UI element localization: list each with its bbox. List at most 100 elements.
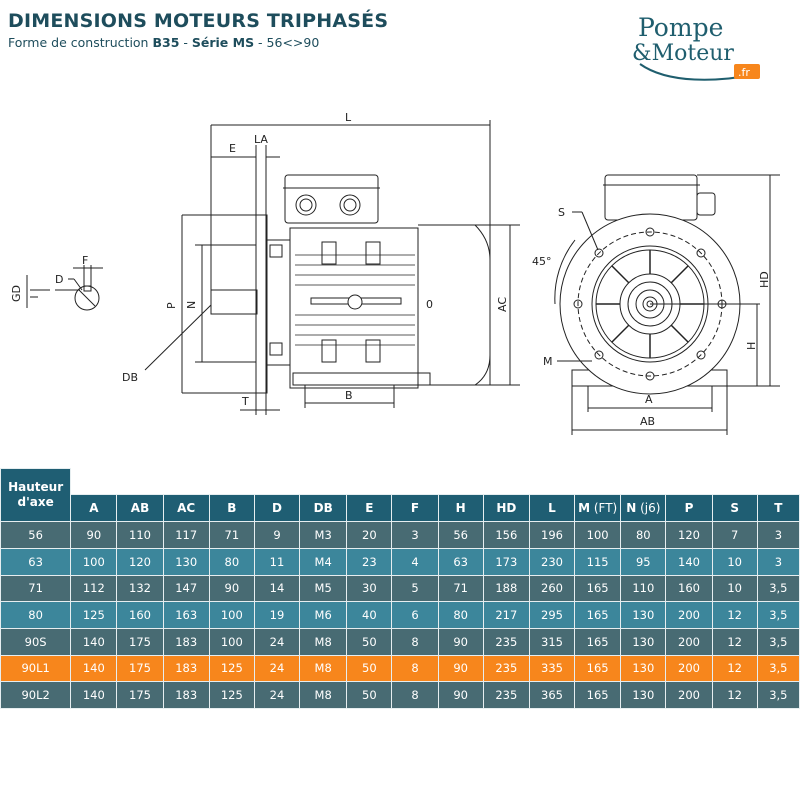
cell-h: 80	[437, 601, 484, 629]
cell-ab: 175	[116, 654, 164, 683]
cell-d: 24	[253, 681, 301, 709]
column-header-main: A	[89, 501, 99, 516]
column-header-sub: (FT)	[590, 501, 618, 516]
label-T: T	[241, 395, 249, 408]
cell-l: 230	[528, 547, 576, 576]
subtitle-prefix: Forme de construction	[8, 35, 153, 50]
label-P: P	[165, 302, 178, 309]
cell-e: 50	[346, 681, 393, 709]
cell-n: 130	[620, 601, 667, 629]
cell-hd: 173	[482, 547, 530, 576]
cell-t: 3,5	[756, 654, 800, 683]
cell-hauteur-axe: 90S	[0, 627, 72, 656]
cell-n: 130	[620, 654, 667, 683]
label-AC: AC	[496, 297, 509, 312]
logo-tld: .fr	[738, 66, 750, 79]
dimensions-table: Hauteur d'axe A AB AC B D DB E F H HD L M (FT) N (j6)…	[0, 467, 800, 709]
cell-db: M8	[299, 627, 348, 656]
cell-p: 200	[665, 627, 713, 656]
table-row: 90L2 140 175 183 125 24 M8 50 8 90 235 365 165 130 200…	[0, 681, 800, 709]
label-angle: 45°	[532, 255, 552, 268]
cell-hauteur-axe: 56	[0, 521, 72, 549]
cell-db: M3	[299, 521, 348, 549]
label-AB: AB	[640, 415, 655, 428]
cell-m: 165	[574, 601, 622, 629]
cell-ab: 120	[116, 547, 164, 576]
cell-p: 200	[665, 681, 713, 709]
cell-n: 130	[620, 681, 667, 709]
column-header-main: L	[548, 501, 556, 516]
table-row: 90S 140 175 183 100 24 M8 50 8 90 235 315 165 130 200 1…	[0, 627, 800, 656]
label-N: N	[185, 301, 198, 309]
cell-hauteur-axe: 80	[0, 601, 72, 629]
cell-db: M4	[299, 547, 348, 576]
column-header-main: HD	[496, 501, 517, 516]
column-header-db: DB	[299, 494, 348, 523]
cell-h: 90	[437, 654, 484, 683]
logo-line2: &Moteur	[632, 41, 734, 66]
table-row-highlighted: 90L1 140 175 183 125 24 M8 50 8 90 235 335 165 130 200…	[0, 654, 800, 683]
cell-h: 56	[437, 521, 484, 549]
cell-ab: 160	[116, 601, 164, 629]
header-line1: Hauteur	[8, 480, 64, 495]
cell-t: 3,5	[756, 627, 800, 656]
cell-b: 71	[208, 521, 255, 549]
cell-a: 125	[70, 601, 118, 629]
column-header-main: E	[365, 501, 374, 516]
column-header-main: S	[730, 501, 739, 516]
cell-ac: 183	[162, 654, 210, 683]
cell-hd: 235	[482, 627, 530, 656]
column-header-l: L	[528, 494, 576, 523]
cell-l: 196	[528, 521, 576, 549]
column-header-main: N	[626, 501, 637, 516]
cell-b: 100	[208, 601, 255, 629]
cell-d: 14	[253, 574, 301, 603]
header-hauteur-axe: Hauteur d'axe	[0, 467, 72, 523]
cell-e: 40	[346, 601, 393, 629]
cell-db: M8	[299, 654, 348, 683]
column-header-main: F	[410, 501, 420, 516]
cell-ab: 175	[116, 627, 164, 656]
cell-s: 12	[711, 654, 758, 683]
cell-hauteur-axe: 63	[0, 547, 72, 576]
cell-ac: 163	[162, 601, 210, 629]
column-header-m: M (FT)	[574, 494, 622, 523]
cell-d: 9	[253, 521, 301, 549]
cell-s: 12	[711, 681, 758, 709]
cell-l: 315	[528, 627, 576, 656]
cell-e: 23	[346, 547, 393, 576]
cell-b: 100	[208, 627, 255, 656]
cell-hd: 217	[482, 601, 530, 629]
motor-dimension-drawing: F D GD	[10, 111, 780, 435]
cell-m: 165	[574, 627, 622, 656]
cell-e: 20	[346, 521, 393, 549]
cell-f: 8	[391, 654, 439, 683]
column-header-t: T	[756, 494, 800, 523]
cell-m: 165	[574, 681, 622, 709]
label-LA: LA	[254, 133, 268, 146]
cell-t: 3	[756, 521, 800, 549]
cell-d: 11	[253, 547, 301, 576]
label-DB: DB	[122, 371, 138, 384]
cell-f: 5	[391, 574, 439, 603]
cell-l: 260	[528, 574, 576, 603]
cell-a: 90	[70, 521, 118, 549]
column-header-d: D	[253, 494, 301, 523]
column-header-main: P	[684, 501, 694, 516]
page-title: DIMENSIONS MOTEURS TRIPHASÉS	[8, 10, 389, 32]
label-zero: 0	[426, 298, 433, 311]
cell-f: 3	[391, 521, 439, 549]
cell-a: 112	[70, 574, 118, 603]
cell-hd: 156	[482, 521, 530, 549]
cell-ac: 147	[162, 574, 210, 603]
cell-ab: 132	[116, 574, 164, 603]
cell-f: 4	[391, 547, 439, 576]
cell-h: 90	[437, 627, 484, 656]
cell-e: 30	[346, 574, 393, 603]
cell-m: 165	[574, 574, 622, 603]
cell-n: 80	[620, 521, 667, 549]
subtitle-form: B35	[152, 35, 180, 50]
label-B: B	[345, 389, 353, 402]
cell-ac: 117	[162, 521, 210, 549]
column-header-main: D	[272, 501, 282, 516]
